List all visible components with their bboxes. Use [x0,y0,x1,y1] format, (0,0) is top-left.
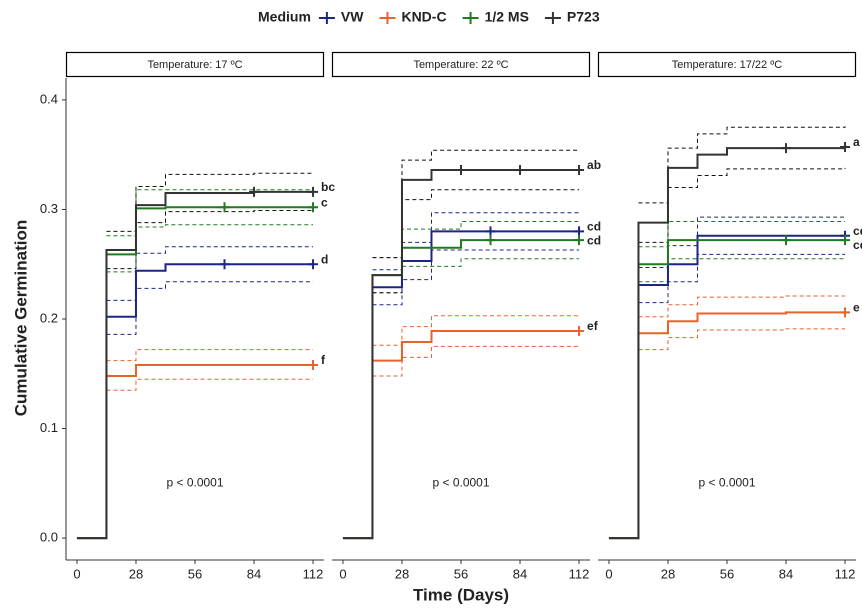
x-tick-label: 28 [129,566,143,581]
survival-line [342,239,580,540]
x-tick-label: 56 [720,566,734,581]
strip [597,51,857,78]
legend-label: VW [341,9,364,25]
ci-band [106,210,314,270]
censor-mark [781,235,792,246]
survival-line [608,234,846,540]
group-letter: bc [321,180,335,194]
legend-label: KND-C [401,9,446,25]
y-axis-title: Cumulative Germination [11,220,30,416]
annotation: p < 0.0001 [432,475,489,489]
x-tick-label: 56 [454,566,468,581]
ci-band [638,258,846,283]
y-tick-label: 0.0 [40,530,58,545]
legend-label: P723 [567,9,600,25]
censor-mark [249,186,260,197]
group-letter: e [853,301,860,315]
ci-band [372,258,580,294]
y-tick-label: 0.2 [40,310,58,325]
group-letter: f [321,353,326,367]
strip-title: Temperature: 22 ºC [413,59,508,71]
censor-mark [485,226,496,237]
x-tick-label: 112 [303,566,324,581]
x-tick-label: 0 [73,566,80,581]
y-tick-label: 0.1 [40,420,58,435]
survival-line [342,330,580,540]
y-tick-label: 0.4 [40,91,58,106]
legend-title: Medium [258,9,311,25]
censor-mark [515,165,526,176]
censor-mark [219,202,230,213]
annotation: p < 0.0001 [166,475,223,489]
censor-mark [219,259,230,270]
x-tick-label: 56 [188,566,202,581]
x-tick-label: 28 [395,566,409,581]
ci-band [106,378,314,391]
x-tick-label: 84 [513,566,527,581]
censor-mark [574,326,585,337]
censor-mark [574,235,585,246]
survival-line [342,230,580,540]
group-letter: cd [853,238,862,252]
censor-mark [574,226,585,237]
censor-mark [781,143,792,154]
strip-title: Temperature: 17/22 ºC [672,59,782,71]
ci-band [106,349,314,362]
x-tick-label: 112 [569,566,590,581]
survival-line [342,169,580,540]
censor-mark [308,259,319,270]
group-letter: c [321,195,328,209]
x-tick-label: 0 [605,566,612,581]
censor-mark [308,202,319,213]
survival-line [608,311,846,540]
ci-band [372,149,580,259]
ci-band [106,172,314,232]
survival-line [76,364,314,540]
group-letter: ab [587,158,601,172]
ci-band [106,189,314,237]
ci-band [638,328,846,351]
strip-title: Temperature: 17 ºC [147,59,242,71]
group-letter: d [321,252,328,266]
ci-band [372,345,580,377]
y-tick-label: 0.3 [40,201,58,216]
annotation: p < 0.0001 [698,475,755,489]
censor-mark [308,186,319,197]
censor-mark [840,142,851,153]
x-tick-label: 0 [339,566,346,581]
ci-band [638,295,846,318]
censor-mark [456,165,466,176]
ci-band [372,189,580,294]
ci-band [638,221,846,248]
ci-band [106,281,314,335]
group-letter: a [853,135,860,149]
group-letter: cd [587,234,601,248]
survival-line [76,263,314,540]
ci-band [638,253,846,304]
strip [331,51,591,78]
censor-mark [574,165,585,176]
ci-band [106,246,314,301]
strip [65,51,325,78]
ci-band [638,216,846,269]
group-letter: cd [587,220,601,234]
legend-label: 1/2 MS [485,9,529,25]
censor-mark [308,360,319,371]
ci-band [106,224,314,273]
censor-mark [840,235,851,246]
group-letter: cd [853,224,862,238]
x-tick-label: 112 [835,566,856,581]
ci-band [372,249,580,306]
ci-band [638,167,846,243]
x-tick-label: 28 [661,566,675,581]
x-tick-label: 84 [247,566,261,581]
ci-band [372,315,580,346]
censor-mark [840,307,851,318]
x-axis-title: Time (Days) [413,585,509,604]
group-letter: ef [587,319,599,333]
x-tick-label: 84 [779,566,793,581]
ci-band [638,126,846,204]
censor-mark [485,235,496,246]
